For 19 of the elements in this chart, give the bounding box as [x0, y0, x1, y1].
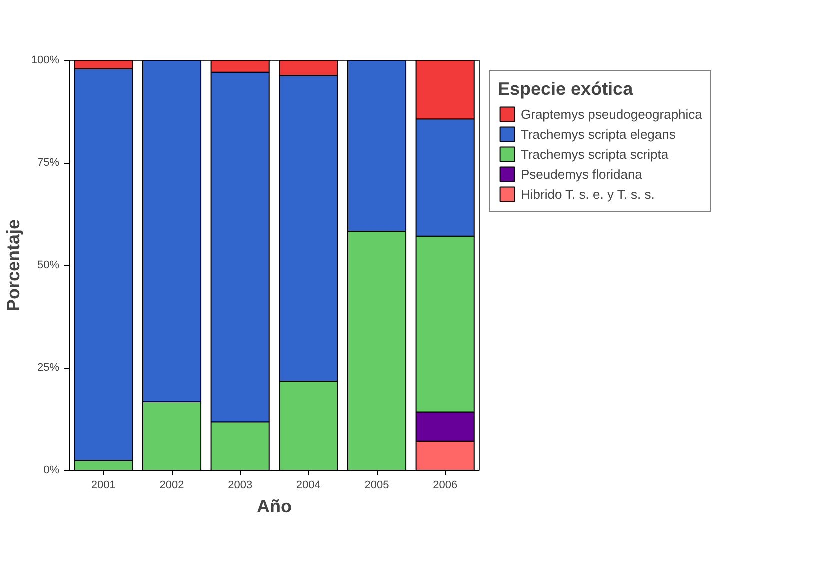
y-axis-title: Porcentaje [3, 219, 24, 312]
legend-label: Hibrido T. s. e. y T. s. s. [521, 186, 655, 202]
legend-label: Trachemys scripta elegans [521, 126, 676, 142]
x-axis-title: Año [257, 496, 292, 516]
x-tick-label: 2001 [91, 480, 116, 492]
x-tick-label: 2002 [160, 480, 184, 492]
x-tick-label: 2005 [364, 480, 390, 492]
legend-label: Pseudemys floridana [521, 166, 642, 182]
y-tick-label: 100% [31, 54, 60, 66]
x-tick-label: 2003 [228, 480, 253, 492]
y-tick-label: 50% [37, 260, 60, 272]
y-tick-label: 75% [37, 157, 60, 169]
legend-label: Trachemys scripta scripta [521, 146, 669, 162]
y-tick-label: 25% [37, 362, 60, 374]
legend-label: Graptemys pseudogeographica [521, 106, 702, 122]
x-tick-label: 2006 [433, 480, 458, 492]
x-tick-label: 2004 [296, 480, 321, 492]
legend-title: Especie exótica [498, 79, 634, 100]
y-tick-label: 0% [44, 464, 60, 476]
